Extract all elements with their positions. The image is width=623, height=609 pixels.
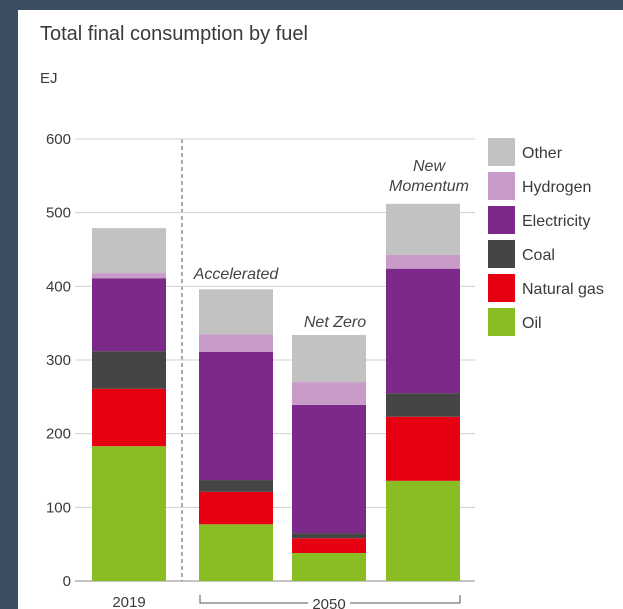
bar-segment	[386, 393, 460, 417]
y-tick-label: 500	[46, 205, 71, 222]
y-axis-label: EJ	[40, 70, 58, 87]
bar-segment	[386, 268, 460, 394]
y-tick-label: 600	[46, 131, 71, 148]
scenario-label-box: New Momentum	[388, 158, 470, 195]
bar-segment	[292, 382, 366, 405]
bar-segment	[292, 533, 366, 539]
legend-label: Natural gas	[522, 281, 604, 298]
bar-segment	[386, 203, 460, 255]
scenario-label: New Momentum	[388, 158, 470, 195]
scenario-label-box: Accelerated	[193, 266, 279, 283]
legend-swatch	[488, 138, 515, 166]
bar-segment	[199, 524, 273, 581]
bar-segment	[292, 404, 366, 534]
legend-swatch	[488, 240, 515, 268]
y-tick-label: 400	[46, 278, 71, 295]
legend-label: Other	[522, 145, 563, 162]
bar-segment	[92, 351, 166, 389]
legend-swatch	[488, 308, 515, 336]
bar-segment	[386, 416, 460, 481]
y-tick-label: 300	[46, 352, 71, 369]
legend-swatch	[488, 274, 515, 302]
y-tick-label: 100	[46, 499, 71, 516]
group-label: 2050	[312, 596, 345, 609]
bar-segment	[199, 480, 273, 492]
legend-label: Coal	[522, 247, 555, 264]
bar-segment	[292, 538, 366, 554]
bar-segment	[92, 228, 166, 274]
scenario-label: Accelerated	[193, 266, 279, 283]
bar-segment	[199, 334, 273, 352]
chart-title: Total final consumption by fuel	[40, 23, 308, 45]
bar-segment	[92, 273, 166, 279]
bar-segment	[199, 491, 273, 525]
x-tick-label: 2019	[112, 594, 145, 609]
legend-label: Hydrogen	[522, 179, 591, 196]
bar-segment	[92, 388, 166, 447]
scenario-label-box: Net Zero	[303, 314, 367, 331]
bar-segment	[386, 480, 460, 581]
bar-segment	[92, 278, 166, 352]
bar-segment	[386, 254, 460, 269]
bracket-gap	[308, 595, 350, 609]
y-tick-label: 0	[63, 573, 71, 590]
scenario-label: Net Zero	[303, 314, 367, 331]
bar-segment	[199, 289, 273, 335]
legend-label: Electricity	[522, 213, 590, 230]
bar-segment	[199, 351, 273, 481]
legend-label: Oil	[522, 315, 542, 332]
legend-swatch	[488, 206, 515, 234]
y-tick-label: 200	[46, 426, 71, 443]
bar-segment	[292, 553, 366, 581]
bar-segment	[92, 446, 166, 581]
bar-segment	[292, 334, 366, 383]
legend-swatch	[488, 172, 515, 200]
